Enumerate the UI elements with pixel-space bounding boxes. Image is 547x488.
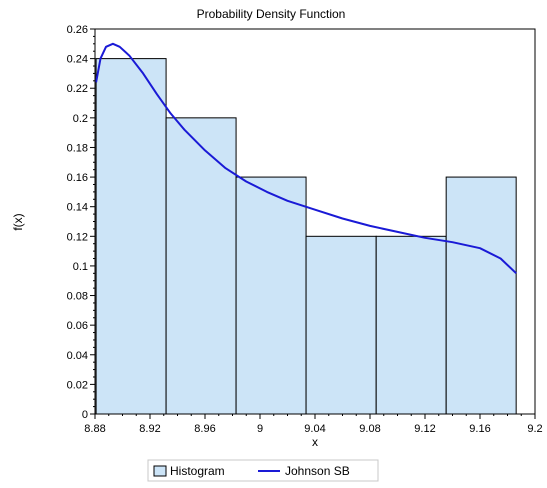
- x-axis: 8.88 8.92 8.96 9 9.04 9.08 9.12 9.16 9.2: [84, 414, 543, 435]
- x-tick-label: 9.04: [304, 423, 325, 435]
- x-tick-label: 9.16: [469, 423, 490, 435]
- y-tick-label: 0.12: [67, 231, 88, 243]
- histogram-bar-6: [445, 176, 517, 415]
- y-tick-label: 0.26: [67, 24, 88, 36]
- y-tick-label: 0.18: [67, 142, 88, 154]
- x-tick-label: 9.2: [527, 423, 542, 435]
- chart-title: Probability Density Function: [197, 7, 346, 21]
- y-tick-label: 0: [82, 409, 88, 421]
- histogram-bar-4: [305, 235, 377, 415]
- x-tick-label: 8.96: [194, 423, 215, 435]
- legend-histogram-swatch: [153, 465, 167, 477]
- y-tick-label: 0.16: [67, 172, 88, 184]
- histogram-bar-5: [375, 235, 447, 415]
- johnson-sb-curve: [95, 42, 517, 275]
- y-axis-label: f(x): [11, 213, 25, 230]
- histogram-bar-1: [95, 58, 167, 415]
- histogram-bar-2: [165, 117, 237, 415]
- y-tick-label: 0.1: [73, 261, 88, 273]
- y-tick-label: 0.22: [67, 83, 88, 95]
- y-tick-label: 0.06: [67, 320, 88, 332]
- legend-johnson-sb-label: Johnson SB: [285, 464, 350, 478]
- x-tick-label: 8.92: [139, 423, 160, 435]
- x-tick-label: 9.08: [359, 423, 380, 435]
- y-tick-label: 0.2: [73, 113, 88, 125]
- y-tick-label: 0.24: [67, 54, 88, 66]
- x-axis-label: x: [312, 435, 318, 449]
- johnson-sb-curve-group: [95, 42, 517, 275]
- y-tick-label: 0.08: [67, 291, 88, 303]
- y-tick-label: 0.14: [67, 202, 88, 214]
- x-tick-label: 9.12: [414, 423, 435, 435]
- histogram-bars: [95, 58, 517, 415]
- legend-histogram-label: Histogram: [170, 464, 225, 478]
- x-tick-label: 9: [257, 423, 263, 435]
- y-tick-label: 0.02: [67, 379, 88, 391]
- histogram-bar-3: [235, 176, 307, 415]
- y-axis: 0 0.02 0.04 0.06 0.08 0.1 0.12 0.14 0.16 0.18 0.2 0…: [67, 24, 95, 421]
- x-tick-label: 8.88: [84, 423, 105, 435]
- y-tick-label: 0.04: [67, 350, 88, 362]
- legend: Histogram Johnson SB: [147, 459, 379, 482]
